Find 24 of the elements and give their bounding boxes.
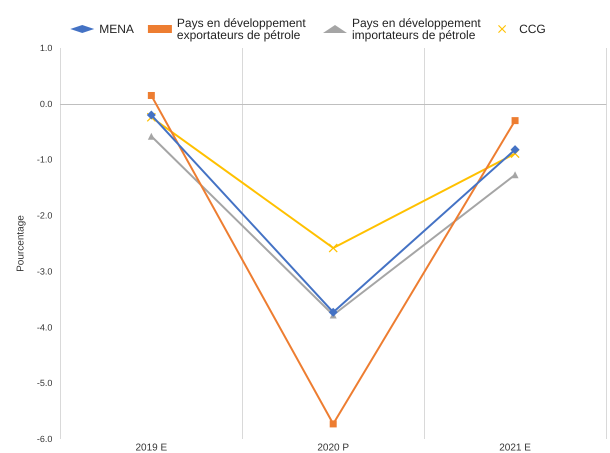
- y-tick-label: -4.0: [36, 322, 52, 332]
- point: [330, 420, 337, 428]
- point: [148, 132, 155, 140]
- point: [328, 243, 338, 252]
- point: [148, 92, 155, 99]
- y-tick-label: 1.0: [40, 43, 52, 53]
- legend-label: Pays en développement exportateurs de pétrole: [176, 16, 310, 42]
- y-tick-label: -1.0: [36, 154, 52, 165]
- y-tick-label: -5.0: [36, 378, 52, 388]
- point: [512, 171, 519, 178]
- x-tick-label: 2021 E: [499, 442, 532, 453]
- y-tick-label: -6.0: [36, 434, 52, 444]
- x-tick-label: 2019 E: [135, 442, 168, 453]
- legend-label: Pays en développement importateurs de pétrole: [352, 16, 484, 42]
- y-tick-label: -2.0: [36, 210, 52, 221]
- legend-label: CCG: [519, 22, 546, 36]
- point: [512, 117, 519, 124]
- y-tick-label: -3.0: [36, 266, 52, 276]
- legend-label: MENA: [99, 22, 134, 36]
- x-tick-label: 2020 P: [317, 442, 350, 453]
- y-tick-label: 0.0: [40, 98, 52, 109]
- point: [510, 145, 520, 154]
- point: [328, 308, 338, 317]
- y-axis-title: Pourcentage: [16, 214, 26, 272]
